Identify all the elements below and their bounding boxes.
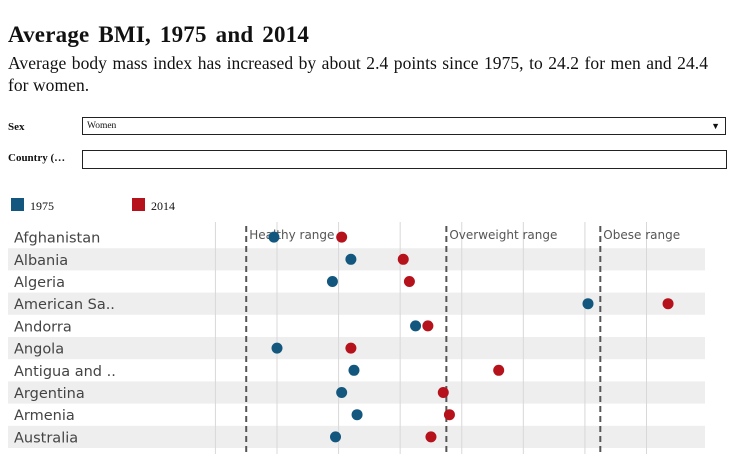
row-stripe [8, 292, 705, 315]
sex-select[interactable]: Women ▼ [82, 117, 726, 135]
dot-1975 [330, 431, 342, 443]
bmi-dot-chart: Healthy range Overweight range Obese range… [8, 222, 705, 454]
country-label: Algeria [14, 275, 65, 291]
legend-label-1975: 1975 [30, 199, 54, 213]
dot-1975 [268, 231, 280, 243]
country-label: Australia [14, 430, 78, 446]
dot-1975 [345, 253, 357, 265]
dot-2014 [425, 431, 437, 443]
country-label: Antigua and .. [14, 364, 116, 380]
chart-title: Average BMI, 1975 and 2014 [8, 22, 310, 47]
dot-1975 [271, 342, 283, 354]
legend-swatch-1975 [11, 198, 24, 211]
dot-1975 [351, 409, 363, 421]
legend-item-1975[interactable]: 1975 [11, 198, 54, 214]
dot-2014 [493, 364, 505, 376]
country-label: Country (… [8, 152, 66, 164]
dot-2014 [403, 276, 415, 287]
legend-swatch-2014 [132, 198, 145, 211]
dot-1975 [410, 320, 422, 332]
dot-2014 [443, 409, 455, 421]
country-input[interactable] [82, 150, 727, 169]
sex-select-value: Women [87, 121, 117, 131]
country-label: Armenia [14, 408, 75, 424]
dot-2014 [336, 231, 348, 243]
dot-1975 [326, 276, 338, 287]
country-label: Albania [14, 253, 68, 269]
sex-label: Sex [8, 121, 25, 133]
country-label: Andorra [14, 319, 72, 335]
threshold-label: Healthy range [249, 228, 334, 242]
row-stripe [8, 337, 705, 360]
country-label: Afghanistan [14, 231, 100, 247]
threshold-label: Obese range [603, 228, 680, 242]
dot-1975 [336, 387, 348, 398]
row-stripe [8, 248, 705, 271]
row-stripe [8, 425, 705, 448]
threshold-label: Overweight range [449, 228, 557, 242]
row-stripe [8, 381, 705, 404]
dot-2014 [662, 298, 674, 310]
legend-item-2014[interactable]: 2014 [132, 198, 175, 214]
dot-2014 [422, 320, 434, 332]
dot-2014 [397, 253, 409, 265]
chart-subtitle: Average body mass index has increased by… [8, 53, 708, 95]
dot-2014 [437, 387, 449, 398]
country-label: American Sa.. [14, 297, 115, 313]
legend-label-2014: 2014 [151, 199, 175, 213]
dot-1975 [348, 364, 360, 376]
country-label: Angola [14, 342, 64, 358]
dot-2014 [345, 342, 357, 354]
country-label: Argentina [14, 386, 85, 402]
chevron-down-icon: ▼ [711, 121, 720, 131]
dot-1975 [582, 298, 594, 310]
